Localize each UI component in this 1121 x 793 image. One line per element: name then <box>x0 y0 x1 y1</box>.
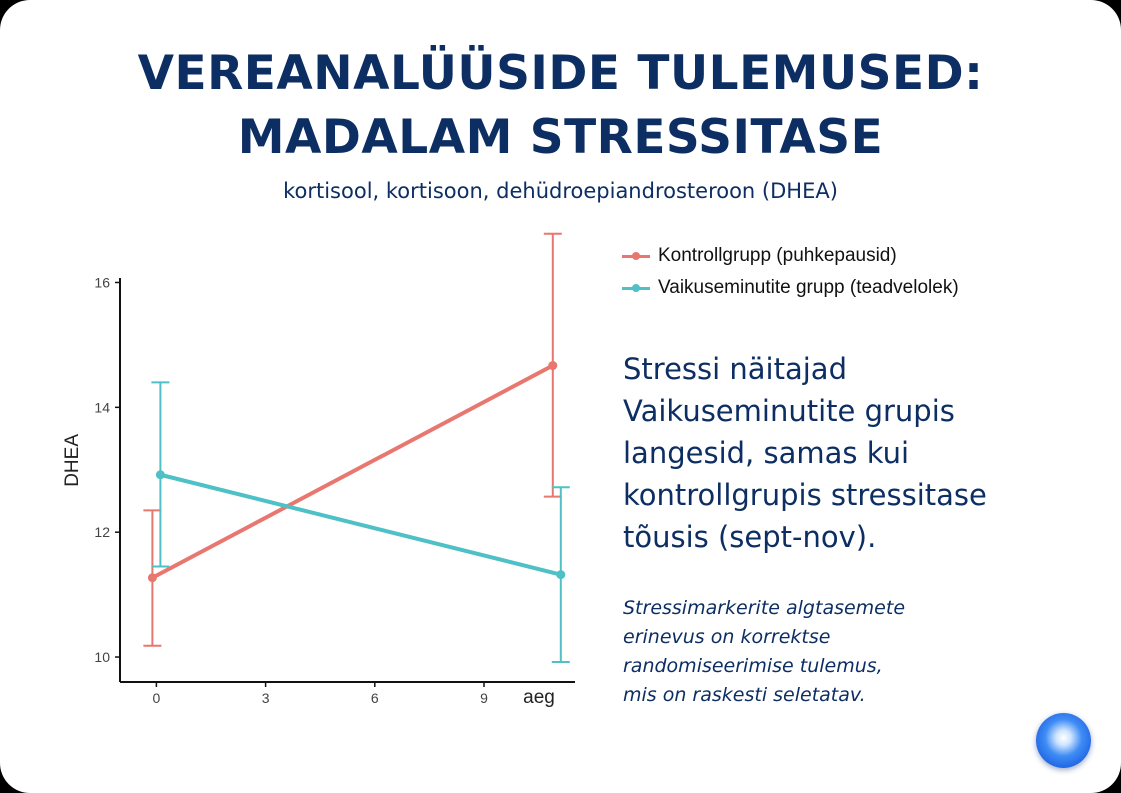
x-axis-title: aeg <box>523 687 555 708</box>
series-line <box>150 363 555 580</box>
randomization-note: Stressimarkerite algtasemete erinevus on… <box>623 597 906 706</box>
result-statement: Stressi näitajad Vaikuseminutite grupis … <box>623 352 987 554</box>
y-axis-title: DHEA <box>62 434 83 487</box>
title-line-2: MADALAM STRESSITASE <box>237 110 884 165</box>
legend-key-mindfulness <box>622 282 650 294</box>
chart-legend: Kontrollgrupp (puhkepausid) Vaikuseminut… <box>622 240 959 304</box>
presentation-orb-icon[interactable] <box>1036 713 1091 768</box>
x-tick-label: 3 <box>262 690 270 706</box>
data-point <box>147 573 157 583</box>
data-point <box>548 361 558 371</box>
series-line <box>158 472 563 577</box>
y-tick-label: 12 <box>94 524 110 540</box>
x-tick-label: 9 <box>480 690 488 706</box>
legend-item-control: Kontrollgrupp (puhkepausid) <box>622 240 959 272</box>
legend-label-mindfulness: Vaikuseminutite grupp (teadvelolek) <box>658 277 959 298</box>
data-point <box>556 570 566 580</box>
legend-key-control <box>622 250 650 262</box>
data-point <box>155 470 165 480</box>
y-tick-label: 16 <box>94 274 110 290</box>
x-tick-label: 6 <box>371 690 379 706</box>
slide-subtitle: kortisool, kortisoon, dehüdroepiandroste… <box>283 179 838 203</box>
y-tick-label: 14 <box>94 399 110 415</box>
y-tick-label: 10 <box>94 649 110 665</box>
x-tick-label: 0 <box>153 690 161 706</box>
slide-title: VEREANALÜÜSIDE TULEMUSED: MADALAM STRESS… <box>0 42 1121 170</box>
legend-label-control: Kontrollgrupp (puhkepausid) <box>658 245 897 266</box>
legend-item-mindfulness: Vaikuseminutite grupp (teadvelolek) <box>622 272 959 304</box>
title-line-1: VEREANALÜÜSIDE TULEMUSED: <box>137 46 984 101</box>
